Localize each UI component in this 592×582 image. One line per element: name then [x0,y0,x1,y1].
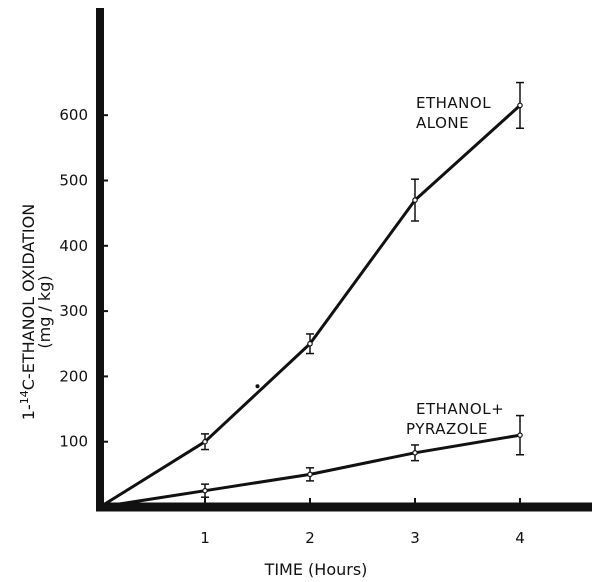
axes-layer [96,8,592,512]
data-point-ethanol-pyrazole-3 [412,450,418,456]
y-tick-label-300: 300 [59,302,88,320]
series-label-ethanol-alone-line-2: ALONE [416,114,469,132]
data-point-ethanol-alone-1 [202,438,208,445]
data-point-ethanol-alone-4 [517,102,523,109]
labels-layer: TIME (Hours) 1-14C-ETHANOL OXIDATION (mg… [18,94,504,579]
x-tick-label-1: 1 [200,529,210,547]
y-tick-label-200: 200 [59,367,88,385]
y-tick-label-500: 500 [59,172,88,190]
data-point-ethanol-pyrazole-2 [307,471,313,478]
data-point-ethanol-pyrazole-4 [517,432,523,438]
ticks-layer: 100 200 300 400 500 600 1 2 3 4 [59,106,524,547]
y-tick-label-400: 400 [59,237,88,255]
y-axis-title-superscript: 14 [18,390,31,404]
series-layer [99,81,524,509]
x-tick-label-4: 4 [515,529,525,547]
y-axis-title-rest: C-ETHANOL OXIDATION [19,204,38,390]
data-point-ethanol-alone-3 [412,197,418,203]
y-tick-label-600: 600 [59,106,88,124]
series-label-ethanol-pyrazole-line-1: ETHANOL+ [416,400,504,418]
x-tick-label-3: 3 [410,529,420,547]
y-axis-units: (mg / kg) [35,275,54,348]
data-point-ethanol-pyrazole-1 [202,487,208,494]
y-axis-title: 1-14C-ETHANOL OXIDATION [18,204,38,420]
series-label-ethanol-alone-line-1: ETHANOL [416,94,491,112]
y-axis-title-prefix: 1- [19,404,38,420]
series-label-ethanol-pyrazole-line-2: PYRAZOLE [406,420,488,438]
x-axis-title: TIME (Hours) [264,560,368,579]
x-tick-label-2: 2 [305,529,315,547]
data-point-ethanol-alone-mid-0 [255,384,260,389]
data-point-ethanol-alone-2 [307,340,313,347]
y-tick-label-100: 100 [59,433,88,451]
